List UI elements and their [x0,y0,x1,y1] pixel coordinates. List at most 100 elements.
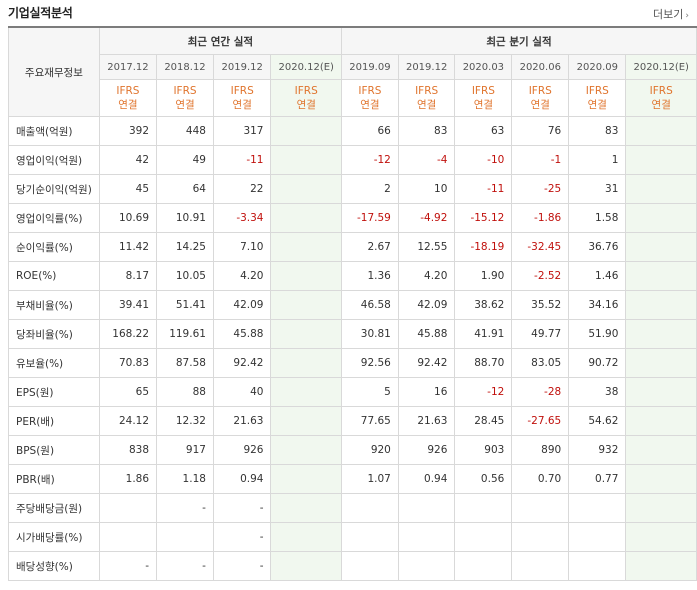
table-cell [625,145,697,175]
table-cell: 21.63 [397,406,456,436]
table-cell [270,261,342,291]
table-cell: 87.58 [156,348,214,378]
table-cell [625,348,697,378]
table-cell: 42 [98,145,158,175]
table-cell [270,377,342,407]
table-cell: 88 [156,377,214,407]
table-row: 영업이익(억원) 42 49 -11 -12 -4 -10 -1 1 [8,145,697,175]
table-row: 주당배당금(원) - - [8,493,697,523]
table-cell: 70.83 [98,348,158,378]
table-cell: 10.05 [156,261,214,291]
row-label: 영업이익(억원) [8,145,100,175]
table-cell [397,551,456,581]
table-cell: 5 [340,377,399,407]
table-row: ROE(%) 8.17 10.05 4.20 1.36 4.20 1.90 -2.52 1.46 [8,261,697,291]
table-cell [625,522,697,552]
table-cell: 90.72 [568,348,627,378]
table-cell [625,464,697,494]
table-cell: 92.42 [397,348,456,378]
table-cell: -4.92 [397,203,456,233]
table-cell [625,493,697,523]
accounting-basis: IFRS 연결 [270,79,342,117]
table-cell [454,522,513,552]
table-cell: 92.56 [340,348,399,378]
financial-table: 주요재무정보 최근 연간 실적 최근 분기 실적 2017.12 2018.12 2… [8,26,697,581]
accounting-basis: IFRS 연결 [397,79,456,117]
row-label: 영업이익률(%) [8,203,100,233]
table-cell: 926 [397,435,456,465]
table-cell: - [212,522,272,552]
table-cell: -12 [454,377,513,407]
table-cell: - [156,551,214,581]
table-cell: -11 [212,145,272,175]
table-cell: - [212,551,272,581]
table-cell: 1.07 [340,464,399,494]
table-cell: 30.81 [340,319,399,349]
table-cell: 12.55 [397,232,456,262]
table-cell: 0.94 [212,464,272,494]
table-row: PBR(배) 1.86 1.18 0.94 1.07 0.94 0.56 0.70 0.77 [8,464,697,494]
table-cell: 22 [212,174,272,204]
table-cell [270,174,342,204]
table-cell: 1.58 [568,203,627,233]
table-cell: 2.67 [340,232,399,262]
table-cell: 903 [454,435,513,465]
table-cell: 8.17 [98,261,158,291]
table-cell: 12.32 [156,406,214,436]
table-cell: -12 [340,145,399,175]
table-cell: 4.20 [212,261,272,291]
table-cell [98,493,158,523]
row-label: ROE(%) [8,261,100,291]
table-cell: 926 [212,435,272,465]
table-row: 부채비율(%) 39.41 51.41 42.09 46.58 42.09 38.62 35.… [8,290,697,320]
period-header: 2019.12 [212,54,272,80]
table-cell [625,406,697,436]
table-cell: 0.94 [397,464,456,494]
table-cell: - [98,551,158,581]
row-label: 당좌비율(%) [8,319,100,349]
table-cell: 42.09 [212,290,272,320]
table-cell: 88.70 [454,348,513,378]
table-cell: -15.12 [454,203,513,233]
table-row: 유보율(%) 70.83 87.58 92.42 92.56 92.42 88.70 83.0… [8,348,697,378]
table-cell: 917 [156,435,214,465]
table-cell: -18.19 [454,232,513,262]
table-cell: 1.36 [340,261,399,291]
table-cell: 168.22 [98,319,158,349]
more-link[interactable]: 더보기 › [653,6,689,22]
row-label: 부채비율(%) [8,290,100,320]
period-header: 2019.09 [340,54,399,80]
table-cell: 7.10 [212,232,272,262]
table-cell [625,551,697,581]
table-row: PER(배) 24.12 12.32 21.63 77.65 21.63 28.45 -27.… [8,406,697,436]
table-cell: 38.62 [454,290,513,320]
accounting-basis: IFRS 연결 [511,79,570,117]
table-cell: -1.86 [511,203,570,233]
table-cell: 392 [98,116,158,146]
table-cell [270,464,342,494]
table-cell [454,551,513,581]
table-cell: 14.25 [156,232,214,262]
table-cell: 83 [397,116,456,146]
table-cell [625,116,697,146]
table-cell: 4.20 [397,261,456,291]
table-cell: -27.65 [511,406,570,436]
accounting-basis: IFRS 연결 [98,79,158,117]
table-cell: 49.77 [511,319,570,349]
table-cell: 0.56 [454,464,513,494]
table-row: 순이익률(%) 11.42 14.25 7.10 2.67 12.55 -18.19 -32.… [8,232,697,262]
table-cell: -2.52 [511,261,570,291]
table-cell: 31 [568,174,627,204]
table-cell: -4 [397,145,456,175]
table-cell: -3.34 [212,203,272,233]
table-cell [625,261,697,291]
row-label: PBR(배) [8,464,100,494]
table-cell: 21.63 [212,406,272,436]
period-header: 2020.03 [454,54,513,80]
table-cell [270,319,342,349]
row-label: 순이익률(%) [8,232,100,262]
period-header: 2017.12 [98,54,158,80]
table-cell [270,522,342,552]
table-cell [340,493,399,523]
table-row: 시가배당률(%) - [8,522,697,552]
